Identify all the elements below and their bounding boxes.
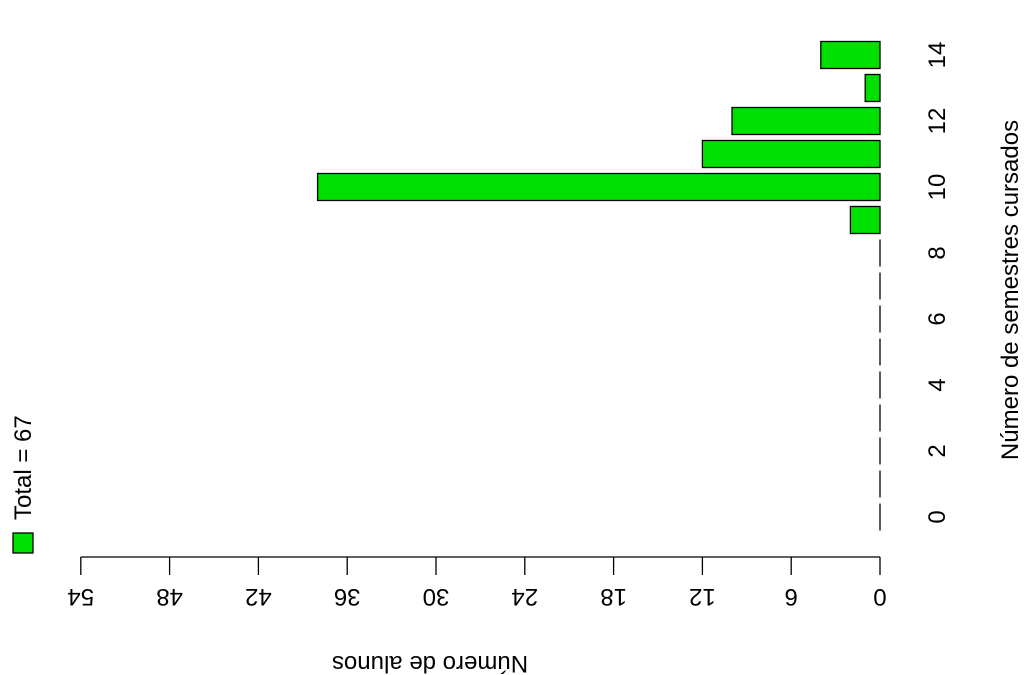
bar [732,108,880,135]
legend: Total = 67 [10,415,37,553]
value-tick-label: 54 [67,583,94,610]
category-tick-label: 0 [924,510,951,523]
value-tick-label: 48 [156,583,183,610]
category-tick-label: 10 [924,174,951,201]
bar [865,75,880,102]
value-tick-label: 30 [423,583,450,610]
category-tick-label: 8 [924,246,951,259]
category-tick-label: 4 [924,378,951,391]
value-tick-label: 18 [600,583,627,610]
legend-text: Total = 67 [10,415,37,520]
value-axis-title: Número de alunos [332,650,528,675]
value-tick-label: 36 [334,583,361,610]
value-tick-label: 6 [785,583,798,610]
bar [850,207,880,234]
category-tick-label: 2 [924,444,951,457]
category-axis-title: Número de semestres cursados [997,120,1024,460]
value-tick-label: 24 [511,583,538,610]
category-tick-label: 6 [924,312,951,325]
category-axis: 0 2 4 6 8 10 12 14 [924,42,951,524]
legend-swatch [13,533,33,553]
category-tick-label: 14 [924,42,951,69]
category-tick-label: 12 [924,108,951,135]
bar [821,42,880,69]
value-tick-label: 0 [873,583,886,610]
value-axis: 0 6 12 18 24 30 36 42 48 54 [67,557,886,610]
value-tick-label: 42 [245,583,272,610]
bar [702,141,880,168]
value-tick-label: 12 [689,583,716,610]
bar [318,174,880,201]
bars-group [318,42,880,531]
